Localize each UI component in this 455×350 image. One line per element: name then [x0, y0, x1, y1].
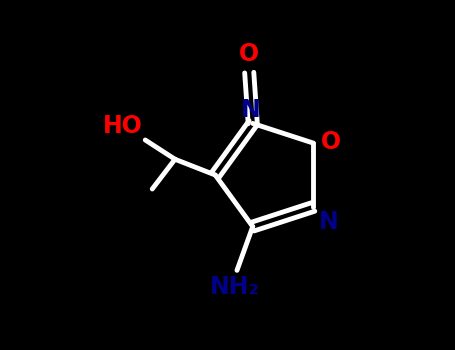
Text: HO: HO [102, 114, 142, 138]
Text: O: O [239, 42, 259, 66]
Text: N: N [318, 210, 339, 234]
Text: O: O [321, 131, 341, 154]
Text: NH₂: NH₂ [210, 274, 260, 299]
Text: N: N [241, 98, 261, 122]
